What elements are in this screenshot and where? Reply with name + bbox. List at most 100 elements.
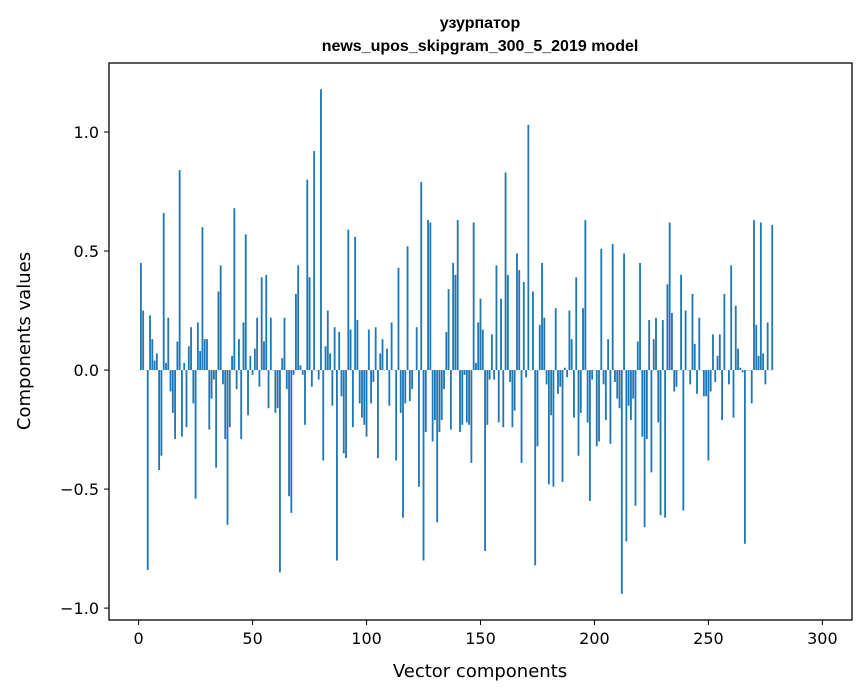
y-tick-label: −0.5 [60,480,99,499]
bar [301,370,304,375]
bar [534,370,537,566]
bar [607,339,610,371]
bar [263,341,265,371]
plot-frame [108,62,853,621]
bar [500,298,502,371]
bar [463,370,466,375]
bar [520,370,523,463]
bar [158,370,161,471]
bar [472,222,475,371]
x-tick-label: 150 [465,629,496,648]
bar [502,370,505,428]
bar [326,310,329,371]
bar [361,370,363,418]
bar [623,253,625,371]
bar [511,370,514,428]
bar [253,348,256,371]
bar [550,370,553,416]
bar [429,222,432,371]
bar [206,339,208,371]
bar [249,355,252,371]
bar [477,322,480,371]
bar [693,343,696,371]
bar [506,274,509,371]
y-tick-label: −1.0 [60,599,99,618]
bar [347,229,350,371]
bar [149,315,151,371]
x-tick-label: 0 [134,629,144,648]
bar [349,329,352,371]
bar [566,370,569,378]
bar [418,370,420,487]
bar [486,370,489,425]
bar [199,351,202,371]
bar [698,317,701,371]
bar [657,370,660,423]
bar [178,170,181,371]
bar [702,370,705,397]
bar [737,348,739,371]
bar [577,370,580,456]
bar [757,355,760,371]
bar [518,270,521,371]
bar [194,370,197,499]
bar [381,339,384,371]
bar [730,265,733,371]
bar [568,310,571,371]
bar [641,370,644,437]
bar-series [137,89,774,594]
bar [634,370,637,506]
bar [445,331,448,371]
bar [411,370,414,390]
bar [636,341,639,371]
bar [707,370,710,461]
bar [290,370,293,513]
bar [527,124,530,371]
bar [673,370,676,392]
bar [470,370,473,463]
bar [427,220,429,371]
bar [208,370,211,430]
x-tick-label: 50 [242,629,262,648]
bar [336,370,338,561]
bar [288,370,290,497]
y-tick-label: 0.5 [74,242,99,261]
bar [454,274,457,371]
bar [436,370,439,523]
bar [358,370,361,404]
bar [584,220,587,371]
bar [310,370,313,387]
bar [434,370,436,421]
bar [522,281,525,371]
bar [718,334,721,371]
bar [342,370,345,454]
bar [620,370,623,594]
bar [575,277,578,371]
bar [265,274,268,371]
bar [370,370,373,404]
bar [256,317,259,371]
bar [388,370,391,406]
bar [532,291,534,371]
chart-title-line-2: news_upos_skipgram_300_5_2019 model [322,38,639,55]
bar [244,234,247,371]
bar [675,370,678,387]
bar [709,370,712,392]
bar [351,370,354,428]
bar [664,370,667,518]
bar [402,370,404,518]
bar [233,208,236,371]
bar [386,348,388,371]
bar [570,339,573,371]
bar [712,334,714,371]
bar [696,370,698,394]
bar [431,370,434,442]
bar [611,243,614,371]
bar [488,370,491,380]
bar [543,317,546,371]
bar [231,355,233,371]
x-tick-label: 100 [351,629,382,648]
bar [616,370,619,399]
bar [591,370,594,380]
bar [185,370,188,428]
